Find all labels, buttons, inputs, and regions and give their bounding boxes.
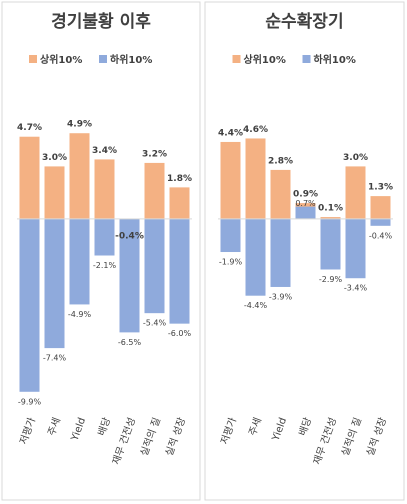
bar — [370, 196, 391, 219]
bar — [295, 206, 316, 219]
data-label: 3.0% — [343, 153, 368, 163]
x-tick-label: 배당 — [297, 416, 315, 437]
legend-swatch — [29, 55, 37, 63]
data-label: -7.4% — [43, 354, 67, 363]
data-label: -3.4% — [344, 284, 368, 293]
x-tick-label: 저평가 — [17, 416, 38, 446]
chart-frame — [204, 1, 405, 501]
data-label: -3.9% — [269, 292, 293, 301]
data-label: -9.9% — [18, 397, 42, 406]
data-label: 1.3% — [368, 183, 393, 193]
bar — [245, 138, 266, 219]
data-label: 0.7% — [295, 199, 316, 208]
x-tick-label: 저평가 — [218, 416, 239, 446]
data-label: 0.1% — [318, 204, 343, 214]
x-tick-label: 실적 성장 — [163, 416, 188, 458]
chart-title: 순수확장기 — [265, 12, 343, 32]
data-label: 3.0% — [42, 153, 67, 163]
bar — [69, 133, 90, 219]
bar — [169, 187, 190, 219]
data-label: -4.9% — [68, 310, 92, 319]
legend-label: 하위10% — [110, 53, 152, 66]
bar — [94, 159, 115, 219]
bar — [44, 218, 65, 349]
x-tick-label: Yield — [69, 416, 88, 443]
bar — [370, 218, 391, 226]
chart-title: 경기불황 이후 — [51, 11, 151, 32]
legend-label: 상위10% — [244, 53, 286, 66]
data-label: 4.4% — [218, 128, 243, 138]
bar — [245, 218, 266, 296]
x-tick-label: 실적의 질 — [339, 416, 364, 458]
data-label: -6.0% — [168, 329, 192, 338]
bar — [44, 166, 65, 219]
data-label: 2.8% — [268, 156, 293, 166]
x-tick-label: 주세 — [46, 416, 64, 437]
x-tick-label: 실적 성장 — [364, 416, 389, 458]
data-label: -2.9% — [319, 275, 343, 284]
data-label: 3.4% — [92, 146, 117, 156]
data-label: -5.4% — [143, 319, 167, 328]
bar — [345, 218, 366, 279]
data-label: -1.9% — [219, 258, 243, 267]
legend-label: 하위10% — [314, 53, 356, 66]
legend-swatch — [302, 55, 311, 63]
chart-frame — [1, 1, 201, 501]
bar — [220, 218, 241, 253]
legend-swatch — [99, 55, 107, 63]
bar — [69, 218, 90, 305]
bar — [345, 166, 366, 219]
data-label: -2.1% — [93, 261, 117, 270]
data-label: -4.4% — [244, 301, 268, 310]
bar — [270, 218, 291, 287]
bar — [19, 218, 40, 392]
x-tick-label: Yield — [270, 416, 289, 443]
data-label: -6.5% — [118, 338, 142, 347]
data-label: 4.9% — [67, 120, 92, 130]
x-tick-label: 배당 — [96, 416, 114, 437]
bar — [320, 217, 341, 219]
bar — [144, 218, 165, 314]
data-label: 0.9% — [293, 190, 318, 200]
bar — [119, 218, 140, 333]
bar — [270, 169, 291, 219]
bar — [169, 218, 190, 324]
data-label: 1.8% — [167, 174, 192, 184]
data-label: 3.2% — [142, 149, 167, 159]
legend-label: 상위10% — [40, 53, 82, 66]
bar — [220, 141, 241, 219]
x-tick-label: 재무 건전성 — [110, 416, 138, 466]
bar — [144, 162, 165, 219]
bar — [19, 136, 40, 219]
data-label: -0.4% — [115, 231, 144, 241]
x-tick-label: 재무 건전성 — [311, 416, 339, 466]
x-tick-label: 주세 — [247, 416, 265, 437]
x-tick-label: 실적의 질 — [138, 416, 163, 458]
data-label: 4.6% — [243, 125, 268, 135]
bar — [320, 218, 341, 270]
legend-swatch — [232, 55, 241, 63]
data-label: 4.7% — [17, 123, 42, 133]
bar — [94, 218, 115, 256]
data-label: -0.4% — [369, 231, 393, 240]
